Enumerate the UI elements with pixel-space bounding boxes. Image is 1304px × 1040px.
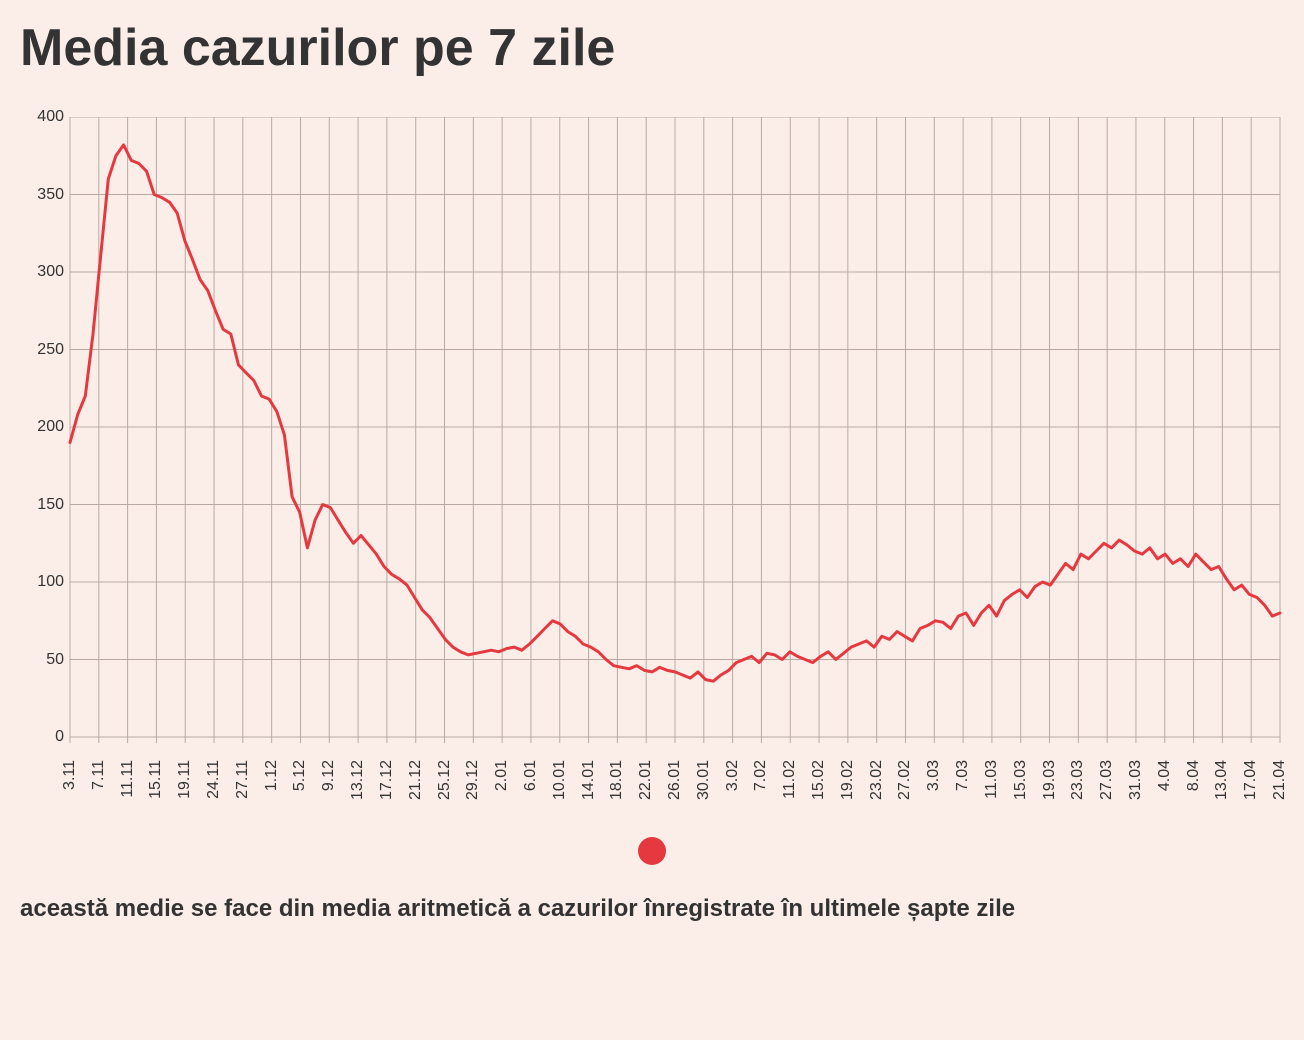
x-axis-label: 9.12 <box>320 760 338 810</box>
x-axis-label: 7.02 <box>752 760 770 810</box>
x-axis-label: 13.04 <box>1213 760 1231 810</box>
x-axis-label: 18.01 <box>608 760 626 810</box>
x-axis-label: 22.01 <box>637 760 655 810</box>
x-axis-label: 19.11 <box>176 760 194 810</box>
x-axis-label: 4.04 <box>1156 760 1174 810</box>
y-axis-label: 250 <box>24 341 64 359</box>
x-axis-label: 24.11 <box>205 760 223 810</box>
x-axis-label: 26.01 <box>666 760 684 810</box>
x-axis-label: 1.12 <box>263 760 281 810</box>
y-axis-label: 150 <box>24 496 64 514</box>
x-axis-label: 3.11 <box>61 760 79 810</box>
x-axis-label: 7.03 <box>954 760 972 810</box>
x-axis-label: 19.02 <box>839 760 857 810</box>
x-axis-label: 15.02 <box>810 760 828 810</box>
x-axis-label: 31.03 <box>1127 760 1145 810</box>
y-axis-label: 350 <box>24 186 64 204</box>
x-axis-label: 11.11 <box>119 760 137 810</box>
x-axis-label: 14.01 <box>580 760 598 810</box>
chart-title: Media cazurilor pe 7 zile <box>20 20 1284 77</box>
x-axis-label: 7.11 <box>90 760 108 810</box>
x-axis-label: 10.01 <box>551 760 569 810</box>
x-axis-label: 8.04 <box>1185 760 1203 810</box>
x-axis-label: 29.12 <box>464 760 482 810</box>
x-axis-label: 21.12 <box>407 760 425 810</box>
x-axis-label: 5.12 <box>291 760 309 810</box>
x-axis-label: 3.02 <box>724 760 742 810</box>
x-axis-label: 2.01 <box>493 760 511 810</box>
y-axis-label: 300 <box>24 263 64 281</box>
x-axis-label: 13.12 <box>349 760 367 810</box>
y-axis-label: 100 <box>24 573 64 591</box>
x-axis-label: 27.11 <box>234 760 252 810</box>
x-axis-label: 23.02 <box>868 760 886 810</box>
x-axis-label: 27.02 <box>896 760 914 810</box>
x-axis-label: 11.03 <box>983 760 1001 810</box>
legend <box>20 837 1284 865</box>
x-axis-label: 15.03 <box>1012 760 1030 810</box>
x-axis-label: 30.01 <box>695 760 713 810</box>
x-axis-label: 23.03 <box>1069 760 1087 810</box>
y-axis-label: 50 <box>24 651 64 669</box>
line-chart <box>20 117 1284 817</box>
x-axis-label: 19.03 <box>1041 760 1059 810</box>
x-axis-label: 17.04 <box>1242 760 1260 810</box>
chart-area: 0501001502002503003504003.117.1111.1115.… <box>20 117 1284 817</box>
x-axis-label: 17.12 <box>378 760 396 810</box>
x-axis-label: 25.12 <box>436 760 454 810</box>
x-axis-label: 21.04 <box>1271 760 1289 810</box>
y-axis-label: 400 <box>24 108 64 126</box>
x-axis-label: 27.03 <box>1098 760 1116 810</box>
y-axis-label: 0 <box>24 728 64 746</box>
y-axis-label: 200 <box>24 418 64 436</box>
legend-dot-icon <box>638 837 666 865</box>
x-axis-label: 11.02 <box>781 760 799 810</box>
x-axis-label: 15.11 <box>147 760 165 810</box>
x-axis-label: 6.01 <box>522 760 540 810</box>
chart-caption: această medie se face din media aritmeti… <box>20 895 1284 923</box>
x-axis-label: 3.03 <box>925 760 943 810</box>
